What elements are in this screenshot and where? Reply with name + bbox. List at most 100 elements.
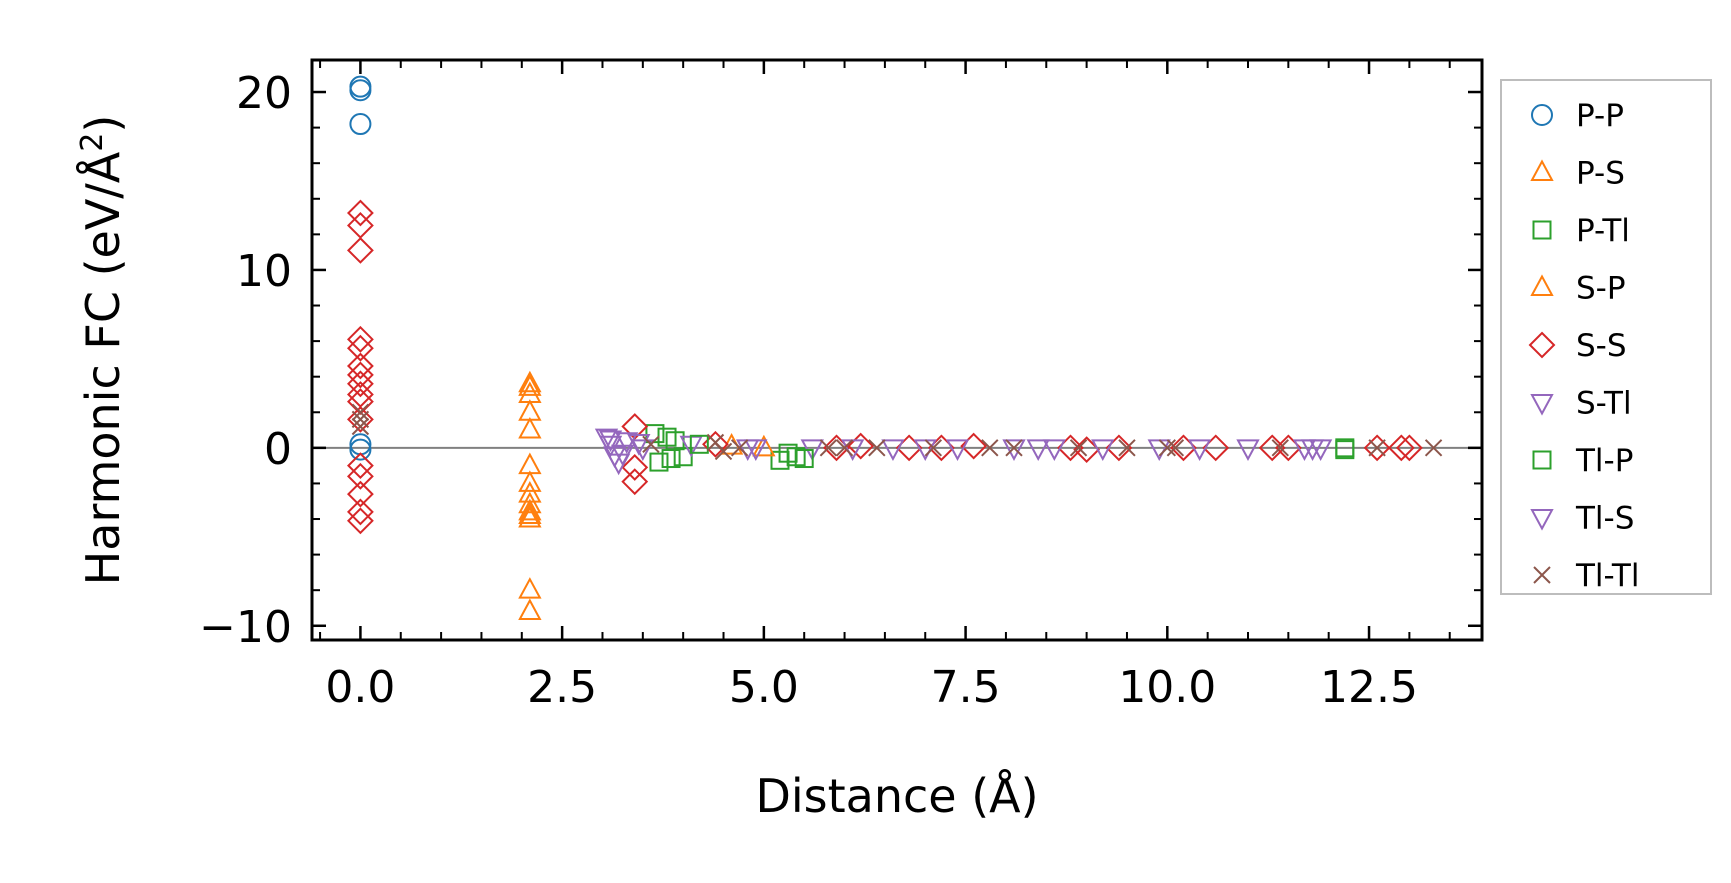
legend-label-p-tl: P-Tl bbox=[1576, 213, 1630, 249]
data-point-tl-s bbox=[627, 434, 651, 456]
data-point-tl-tl bbox=[1005, 439, 1023, 457]
legend-label-s-tl: S-Tl bbox=[1576, 386, 1632, 422]
data-point-s-tl bbox=[631, 439, 655, 461]
data-point-s-s bbox=[346, 334, 374, 362]
data-point-s-tl bbox=[1091, 439, 1115, 461]
y-axis-label-superscript: 2 bbox=[75, 133, 110, 152]
data-point-p-s bbox=[518, 577, 542, 599]
data-point-s-s bbox=[346, 236, 374, 264]
data-point-tl-s bbox=[1292, 439, 1317, 461]
data-point-tl-tl bbox=[1158, 439, 1177, 457]
data-point-tl-tl bbox=[924, 439, 943, 457]
data-point-p-s bbox=[518, 470, 542, 492]
data-point-s-s bbox=[1387, 434, 1415, 462]
data-point-p-p bbox=[349, 79, 372, 102]
data-point-s-tl bbox=[881, 439, 905, 461]
data-point-s-s bbox=[346, 199, 374, 227]
data-point-s-s bbox=[346, 498, 374, 526]
data-point-tl-tl bbox=[1118, 439, 1136, 457]
data-point-tl-s bbox=[610, 444, 635, 467]
legend-marker-tl-p bbox=[1532, 450, 1552, 470]
data-point-tl-tl bbox=[730, 439, 749, 457]
legend-marker-s-tl bbox=[1530, 394, 1554, 416]
data-point-tl-tl bbox=[351, 410, 370, 429]
legend-marker-p-s bbox=[1530, 159, 1554, 181]
data-markers bbox=[346, 75, 1443, 621]
legend-marker-p-p bbox=[1531, 104, 1553, 126]
data-point-tl-tl bbox=[981, 439, 999, 457]
y-tick-label: 0 bbox=[264, 424, 292, 475]
x-tick-label: 7.5 bbox=[931, 662, 1001, 713]
data-point-p-s bbox=[518, 374, 542, 396]
x-axis-label: Distance (Å) bbox=[755, 769, 1038, 823]
x-tick-label: 12.5 bbox=[1320, 662, 1418, 713]
legend-label-s-p: S-P bbox=[1576, 271, 1626, 307]
data-point-s-s bbox=[346, 462, 374, 490]
data-point-p-s bbox=[518, 491, 542, 514]
plot-area bbox=[312, 60, 1482, 640]
x-tick-label: 0.0 bbox=[325, 662, 395, 713]
data-point-tl-s bbox=[598, 430, 623, 453]
legend-box bbox=[1500, 79, 1712, 595]
legend: P-P P-S P-Tl S-P S-S S-Tl Tl-P Tl-S Tl-Tl bbox=[1500, 79, 1712, 595]
legend-label-p-p: P-P bbox=[1576, 98, 1624, 134]
data-point-s-p bbox=[752, 434, 776, 457]
data-point-s-tl bbox=[1002, 439, 1026, 461]
data-point-tl-p bbox=[661, 449, 681, 469]
legend-marker-s-s bbox=[1528, 331, 1556, 359]
data-point-p-tl bbox=[649, 452, 669, 472]
legend-label-tl-p: Tl-P bbox=[1575, 443, 1633, 479]
data-point-p-p bbox=[349, 113, 372, 136]
y-axis-label-main: Harmonic FC (eV/Å bbox=[76, 151, 130, 585]
data-point-tl-s bbox=[1042, 439, 1067, 461]
data-point-tl-tl bbox=[819, 439, 838, 457]
data-point-s-tl bbox=[945, 439, 970, 461]
y-tick-label: 20 bbox=[236, 68, 292, 119]
data-point-p-s bbox=[518, 416, 542, 439]
data-point-tl-tl bbox=[835, 439, 854, 457]
data-point-tl-p bbox=[794, 449, 814, 469]
data-point-tl-s bbox=[1187, 439, 1212, 461]
data-point-s-s bbox=[346, 370, 374, 398]
data-point-p-tl bbox=[645, 424, 665, 444]
legend-label-s-s: S-S bbox=[1576, 328, 1627, 364]
legend-label-p-s: P-S bbox=[1576, 156, 1625, 192]
data-point-s-s bbox=[621, 454, 649, 481]
data-point-p-s bbox=[518, 498, 542, 521]
data-point-s-s bbox=[346, 352, 374, 380]
y-axis-label-end: ) bbox=[76, 115, 130, 133]
y-tick-labels: −10 0 10 20 bbox=[199, 68, 292, 653]
data-point-tl-tl bbox=[1166, 439, 1185, 457]
data-point-p-s bbox=[518, 598, 542, 621]
plot-frame bbox=[310, 58, 1484, 642]
data-point-s-s bbox=[346, 452, 374, 480]
x-tick-label: 10.0 bbox=[1118, 662, 1216, 713]
data-point-tl-p bbox=[689, 434, 709, 454]
data-point-s-tl bbox=[1308, 439, 1333, 461]
x-tick-label: 2.5 bbox=[527, 662, 597, 713]
data-point-s-tl bbox=[1026, 439, 1050, 461]
data-point-s-tl bbox=[1236, 439, 1260, 461]
legend-label-tl-tl: Tl-Tl bbox=[1575, 558, 1639, 594]
data-point-s-s bbox=[621, 468, 649, 496]
data-point-p-p bbox=[349, 438, 372, 461]
data-point-tl-tl bbox=[351, 417, 370, 436]
legend-marker-tl-s bbox=[1530, 509, 1554, 531]
data-point-s-s bbox=[1363, 434, 1391, 462]
legend-marker-tl-tl bbox=[1533, 566, 1551, 584]
data-point-s-s bbox=[346, 480, 374, 508]
legend-label-tl-s: Tl-S bbox=[1575, 501, 1634, 537]
data-point-s-p bbox=[518, 502, 542, 524]
data-point-s-tl bbox=[615, 432, 639, 454]
data-point-p-s bbox=[518, 505, 542, 528]
data-point-s-s bbox=[346, 325, 374, 353]
x-tick-labels: 0.0 2.5 5.0 7.5 10.0 12.5 bbox=[325, 662, 1418, 713]
y-tick-label: 10 bbox=[236, 246, 292, 297]
data-point-s-s bbox=[847, 432, 875, 460]
x-tick-label: 5.0 bbox=[729, 662, 799, 713]
y-axis-label: Harmonic FC (eV/Å2) bbox=[75, 115, 131, 586]
data-point-tl-tl bbox=[642, 435, 660, 454]
data-point-tl-tl bbox=[714, 442, 733, 461]
data-point-tl-tl bbox=[868, 439, 886, 457]
